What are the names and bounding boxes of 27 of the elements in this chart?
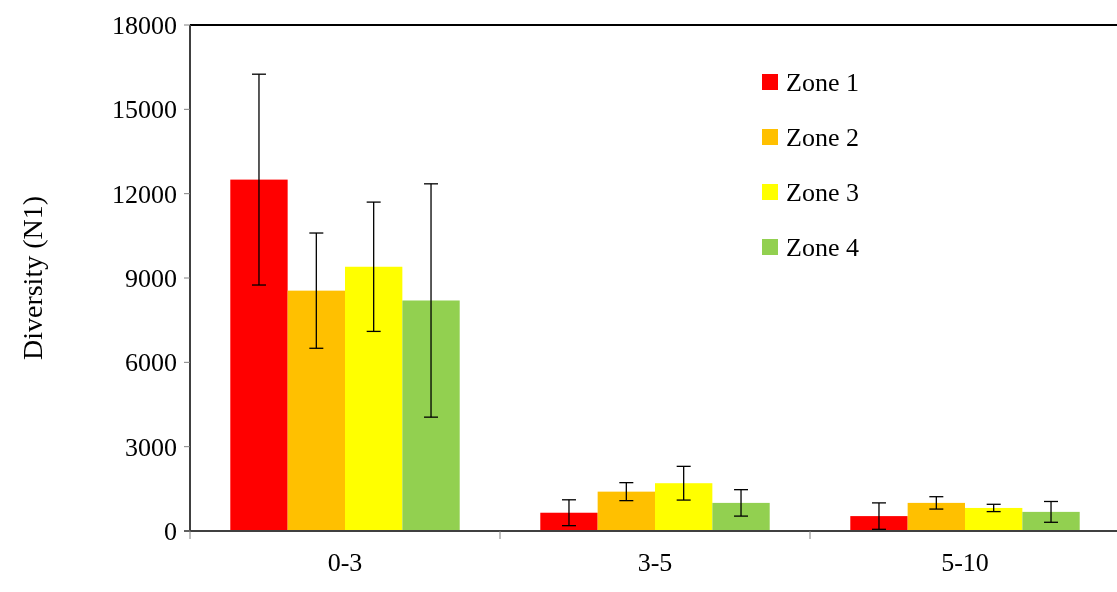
y-tick-label: 18000 — [112, 11, 177, 41]
legend-label: Zone 4 — [786, 233, 859, 263]
legend-label: Zone 3 — [786, 178, 859, 208]
bar — [1022, 511, 1080, 531]
legend-label: Zone 1 — [786, 68, 859, 98]
y-tick-label: 3000 — [125, 432, 177, 462]
y-tick-label: 12000 — [112, 179, 177, 209]
x-tick-label: 3-5 — [637, 548, 673, 577]
bar — [230, 179, 288, 531]
bar — [287, 290, 345, 531]
bar — [850, 516, 908, 531]
bar — [907, 502, 965, 531]
x-tick-label: 5-10 — [941, 548, 989, 577]
bar — [655, 483, 713, 531]
legend-label: Zone 2 — [786, 123, 859, 153]
y-tick-label: 6000 — [125, 348, 177, 378]
bar — [402, 300, 460, 531]
bar — [712, 502, 770, 531]
x-tick-label: 0-3 — [327, 548, 363, 577]
bar — [965, 507, 1023, 531]
y-tick-label: 0 — [164, 517, 177, 547]
y-tick-label: 9000 — [125, 264, 177, 294]
bar — [345, 266, 403, 531]
y-tick-label: 15000 — [112, 95, 177, 125]
bar — [540, 512, 598, 531]
y-axis-title: Diversity (N1) — [17, 195, 48, 361]
bar — [597, 491, 655, 531]
